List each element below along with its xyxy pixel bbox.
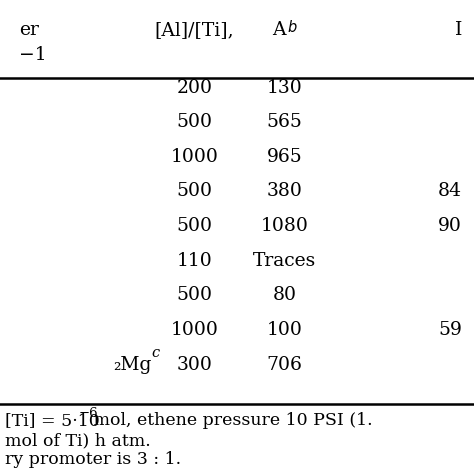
Text: ry promoter is 3 : 1.: ry promoter is 3 : 1. xyxy=(5,451,181,468)
Text: 500: 500 xyxy=(176,182,212,201)
Text: 965: 965 xyxy=(266,148,302,166)
Text: 300: 300 xyxy=(176,356,212,374)
Text: −1: −1 xyxy=(19,46,46,64)
Text: −6: −6 xyxy=(78,407,98,419)
Text: [Al]/[Ti],: [Al]/[Ti], xyxy=(155,21,234,39)
Text: 100: 100 xyxy=(266,321,302,339)
Text: I: I xyxy=(455,21,462,39)
Text: 200: 200 xyxy=(176,79,212,97)
Text: 500: 500 xyxy=(176,113,212,131)
Text: mol of Ti) h atm.: mol of Ti) h atm. xyxy=(5,432,150,449)
Text: [Ti] = 5·10: [Ti] = 5·10 xyxy=(5,412,100,429)
Text: er: er xyxy=(19,21,39,39)
Text: Traces: Traces xyxy=(253,252,316,270)
Text: 1000: 1000 xyxy=(170,321,219,339)
Text: 110: 110 xyxy=(176,252,212,270)
Text: mol, ethene pressure 10 PSI (1.: mol, ethene pressure 10 PSI (1. xyxy=(88,412,372,429)
Text: A: A xyxy=(273,21,286,39)
Text: 500: 500 xyxy=(176,286,212,304)
Text: 706: 706 xyxy=(266,356,302,374)
Text: c: c xyxy=(152,346,160,360)
Text: 565: 565 xyxy=(266,113,302,131)
Text: 80: 80 xyxy=(273,286,296,304)
Text: 84: 84 xyxy=(438,182,462,201)
Text: 1000: 1000 xyxy=(170,148,219,166)
Text: 130: 130 xyxy=(266,79,302,97)
Text: 59: 59 xyxy=(438,321,462,339)
Text: 500: 500 xyxy=(176,217,212,235)
Text: $b$: $b$ xyxy=(287,19,297,35)
Text: 1080: 1080 xyxy=(260,217,309,235)
Text: 90: 90 xyxy=(438,217,462,235)
Text: ₂Mg: ₂Mg xyxy=(113,356,152,374)
Text: 380: 380 xyxy=(266,182,302,201)
